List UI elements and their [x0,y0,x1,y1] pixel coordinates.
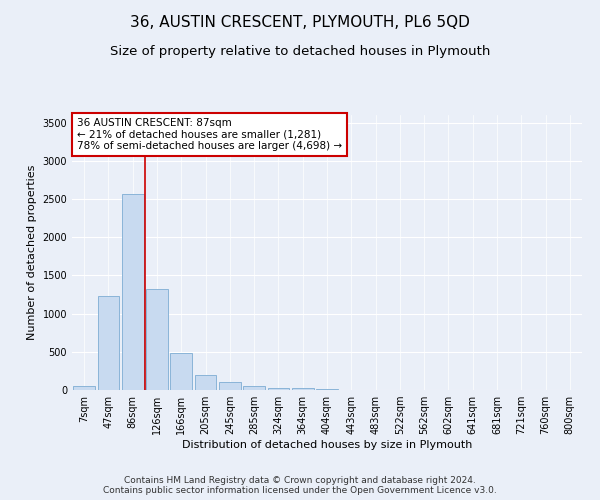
Bar [268,388,289,390]
Bar [170,352,192,390]
Bar [73,386,95,390]
Bar [292,388,314,390]
Text: 36 AUSTIN CRESCENT: 87sqm
← 21% of detached houses are smaller (1,281)
78% of se: 36 AUSTIN CRESCENT: 87sqm ← 21% of detac… [77,118,342,151]
Y-axis label: Number of detached properties: Number of detached properties [27,165,37,340]
X-axis label: Distribution of detached houses by size in Plymouth: Distribution of detached houses by size … [182,440,472,450]
Bar [194,376,217,390]
Text: Size of property relative to detached houses in Plymouth: Size of property relative to detached ho… [110,45,490,58]
Bar [122,194,143,390]
Bar [146,289,168,390]
Bar [97,296,119,390]
Bar [316,389,338,390]
Bar [243,386,265,390]
Text: Contains HM Land Registry data © Crown copyright and database right 2024.
Contai: Contains HM Land Registry data © Crown c… [103,476,497,495]
Text: 36, AUSTIN CRESCENT, PLYMOUTH, PL6 5QD: 36, AUSTIN CRESCENT, PLYMOUTH, PL6 5QD [130,15,470,30]
Bar [219,382,241,390]
